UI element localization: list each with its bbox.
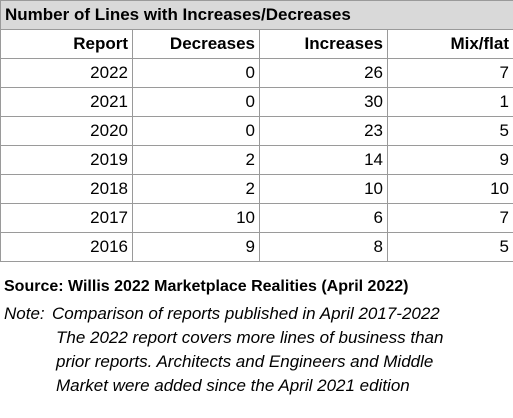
cell-increases: 8	[259, 232, 388, 262]
source-line: Source: Willis 2022 Marketplace Realitie…	[4, 278, 409, 295]
cell-report: 2022	[0, 58, 133, 88]
title-row: Number of Lines with Increases/Decreases	[0, 0, 513, 30]
cell-increases: 14	[259, 145, 388, 175]
table-row: 2022 0 26 7	[0, 58, 513, 88]
table-footer: Source: Willis 2022 Marketplace Realitie…	[4, 274, 509, 398]
cell-increases: 30	[259, 87, 388, 117]
cell-mixflat: 1	[387, 87, 513, 117]
cell-mixflat: 9	[387, 145, 513, 175]
cell-mixflat: 7	[387, 203, 513, 233]
cell-decreases: 0	[132, 87, 260, 117]
cell-mixflat: 7	[387, 58, 513, 88]
cell-decreases: 2	[132, 174, 260, 204]
cell-report: 2020	[0, 116, 133, 146]
cell-increases: 10	[259, 174, 388, 204]
table-title: Number of Lines with Increases/Decreases	[0, 0, 513, 30]
header-row: Report Decreases Increases Mix/flat	[0, 29, 513, 59]
note-line: The 2022 report covers more lines of bus…	[56, 328, 444, 347]
cell-mixflat: 10	[387, 174, 513, 204]
note-label: Note:	[4, 304, 45, 323]
lines-table: Number of Lines with Increases/Decreases…	[0, 0, 513, 262]
table-row: 2020 0 23 5	[0, 116, 513, 146]
cell-decreases: 2	[132, 145, 260, 175]
cell-report: 2021	[0, 87, 133, 117]
cell-increases: 26	[259, 58, 388, 88]
cell-report: 2017	[0, 203, 133, 233]
cell-mixflat: 5	[387, 232, 513, 262]
cell-decreases: 10	[132, 203, 260, 233]
cell-increases: 6	[259, 203, 388, 233]
cell-increases: 23	[259, 116, 388, 146]
table-row: 2017 10 6 7	[0, 203, 513, 233]
table-row: 2016 9 8 5	[0, 232, 513, 262]
cell-mixflat: 5	[387, 116, 513, 146]
cell-decreases: 0	[132, 58, 260, 88]
table-row: 2021 0 30 1	[0, 87, 513, 117]
cell-report: 2018	[0, 174, 133, 204]
note-text: Comparison of reports published in April…	[52, 304, 440, 323]
note-line: Note: Comparison of reports published in …	[4, 302, 509, 326]
cell-decreases: 9	[132, 232, 260, 262]
cell-report: 2016	[0, 232, 133, 262]
table-row: 2018 2 10 10	[0, 174, 513, 204]
header-increases: Increases	[259, 29, 388, 59]
header-mixflat: Mix/flat	[387, 29, 513, 59]
cell-report: 2019	[0, 145, 133, 175]
header-report: Report	[0, 29, 133, 59]
table-row: 2019 2 14 9	[0, 145, 513, 175]
note-line: prior reports. Architects and Engineers …	[56, 352, 434, 371]
cell-decreases: 0	[132, 116, 260, 146]
note-line: Market were added since the April 2021 e…	[56, 376, 410, 395]
header-decreases: Decreases	[132, 29, 260, 59]
note-block: Note: Comparison of reports published in …	[4, 302, 509, 398]
